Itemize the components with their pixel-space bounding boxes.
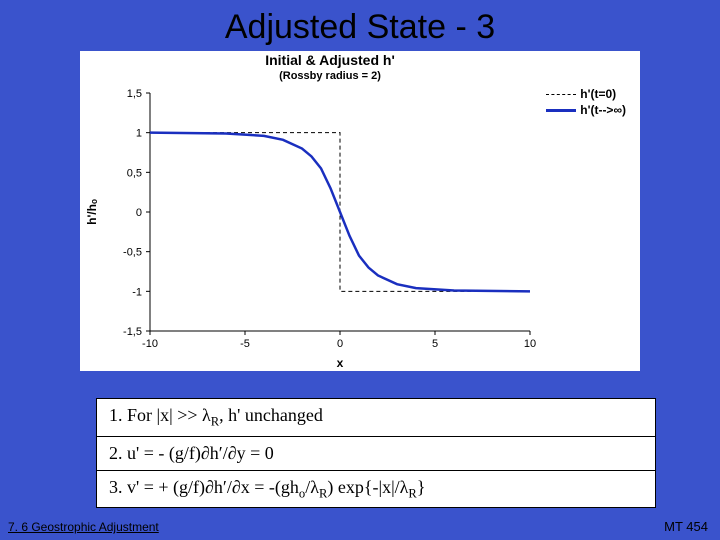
svg-text:-1,5: -1,5	[123, 326, 142, 338]
svg-text:-10: -10	[142, 338, 158, 350]
svg-text:10: 10	[524, 338, 536, 350]
legend-label: h'(t-->∞)	[580, 103, 626, 117]
svg-text:-1: -1	[132, 286, 142, 298]
eq3-pre: 3. v' = + (g/f)∂h′/∂x = -(gh	[109, 477, 299, 497]
footer-right: MT 454	[664, 519, 708, 534]
svg-text:0,5: 0,5	[127, 167, 142, 179]
svg-text:h'/hₒ: h'/hₒ	[85, 199, 99, 225]
svg-text:1: 1	[136, 128, 142, 140]
footer-left: 7. 6 Geostrophic Adjustment	[8, 520, 159, 534]
equation-row-1: 1. For |x| >> λR, h' unchanged	[97, 399, 655, 437]
svg-text:5: 5	[432, 338, 438, 350]
chart-container: Initial & Adjusted h' (Rossby radius = 2)…	[80, 51, 640, 371]
svg-text:(Rossby radius = 2): (Rossby radius = 2)	[279, 70, 381, 82]
eq1-sub: R	[211, 415, 219, 429]
equations-box: 1. For |x| >> λR, h' unchanged 2. u' = -…	[96, 398, 656, 508]
svg-text:0: 0	[136, 207, 142, 219]
svg-text:-0,5: -0,5	[123, 247, 142, 259]
svg-text:Initial & Adjusted h': Initial & Adjusted h'	[265, 52, 395, 68]
equation-row-2: 2. u' = - (g/f)∂h′/∂y = 0	[97, 437, 655, 471]
legend-item: h'(t-->∞)	[546, 103, 626, 117]
svg-text:1,5: 1,5	[127, 88, 142, 100]
eq1-text: 1. For |x| >> λ	[109, 405, 211, 425]
eq2-text: 2. u' = - (g/f)∂h′/∂y = 0	[109, 443, 274, 463]
eq3-mid: /λ	[305, 477, 319, 497]
eq1-tail: , h' unchanged	[219, 405, 323, 425]
eq3-mid2: ) exp{-|x|/λ	[327, 477, 408, 497]
eq3-end: }	[417, 477, 426, 497]
svg-text:x: x	[337, 356, 344, 370]
legend-swatch	[546, 109, 576, 112]
slide-title: Adjusted State - 3	[0, 0, 720, 51]
legend-swatch	[546, 94, 576, 95]
svg-text:0: 0	[337, 338, 343, 350]
legend-item: h'(t=0)	[546, 87, 626, 101]
svg-text:-5: -5	[240, 338, 250, 350]
eq3-sub3: R	[408, 486, 416, 500]
legend: h'(t=0) h'(t-->∞)	[546, 87, 626, 119]
legend-label: h'(t=0)	[580, 87, 616, 101]
equation-row-3: 3. v' = + (g/f)∂h′/∂x = -(gho/λR) exp{-|…	[97, 471, 655, 508]
